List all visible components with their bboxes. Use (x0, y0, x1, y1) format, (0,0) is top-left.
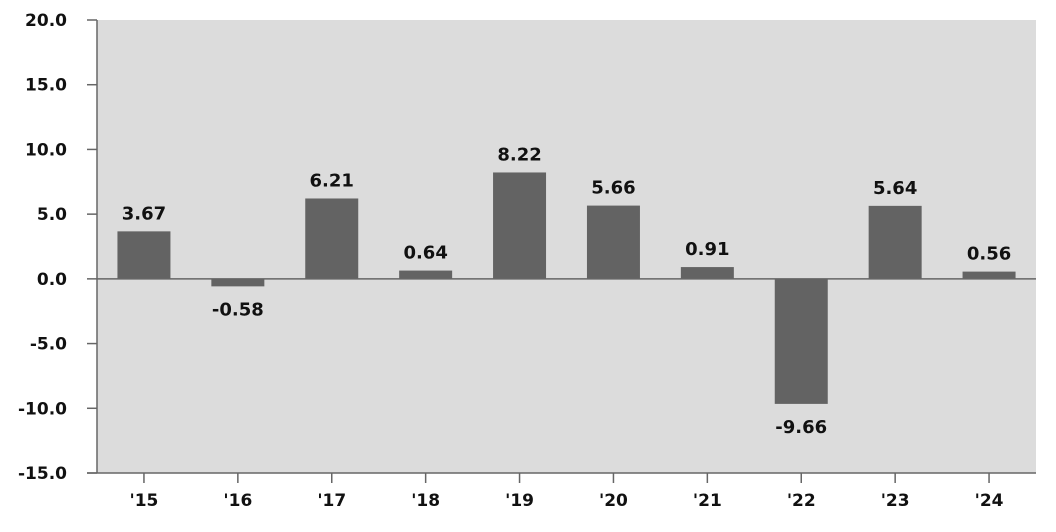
y-tick-label: -15.0 (18, 464, 67, 484)
bar (680, 267, 734, 279)
x-tick-label: '16 (223, 491, 252, 511)
bar (117, 231, 171, 279)
y-tick-label: 15.0 (25, 76, 67, 96)
x-tick-label: '23 (881, 491, 910, 511)
x-tick-label: '17 (317, 491, 346, 511)
bar (305, 198, 359, 279)
x-axis-ticks: '15 '16 '17 '18 '19 '20 '21 '22 '23 '24 (130, 473, 1004, 511)
x-tick-label: '20 (599, 491, 628, 511)
data-label: 6.21 (310, 170, 354, 191)
y-tick-label: 20.0 (25, 11, 67, 31)
x-tick-label: '24 (975, 491, 1004, 511)
bar (774, 278, 828, 404)
data-label: 3.67 (122, 203, 166, 224)
y-tick-label: 0.0 (37, 270, 67, 290)
bar (493, 172, 547, 279)
x-tick-label: '19 (505, 491, 534, 511)
bar (211, 278, 265, 287)
bar (962, 271, 1016, 279)
bars-group (117, 172, 1016, 404)
x-tick-label: '18 (411, 491, 440, 511)
data-label: -9.66 (775, 417, 827, 438)
bar (399, 270, 453, 279)
y-axis-ticks: 20.0 15.0 10.0 5.0 0.0 -5.0 -10.0 -15.0 (18, 11, 97, 484)
data-label: 0.64 (403, 243, 447, 264)
data-label: 0.56 (967, 244, 1011, 265)
y-tick-label: -5.0 (30, 335, 67, 355)
x-tick-label: '22 (787, 491, 816, 511)
bar (868, 205, 922, 279)
x-tick-label: '21 (693, 491, 722, 511)
bar (586, 205, 640, 279)
data-labels-group: 3.67 -0.58 6.21 0.64 8.22 5.66 0.91 -9.66 5.64 0.… (122, 144, 1012, 437)
x-tick-label: '15 (130, 491, 159, 511)
data-label: 5.66 (591, 178, 635, 199)
data-label: -0.58 (212, 299, 264, 320)
data-label: 8.22 (497, 144, 541, 165)
y-tick-label: -10.0 (18, 399, 67, 419)
y-tick-label: 10.0 (25, 140, 67, 160)
data-label: 5.64 (873, 178, 917, 199)
y-tick-label: 5.0 (37, 205, 67, 225)
data-label: 0.91 (685, 239, 729, 260)
